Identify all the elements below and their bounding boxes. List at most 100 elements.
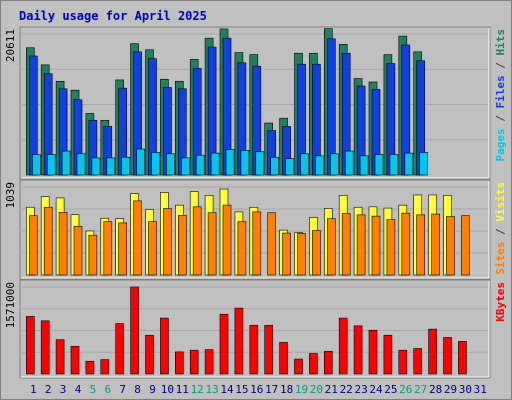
bar-sites xyxy=(222,204,232,276)
bar-sites xyxy=(416,214,426,276)
bar-pages xyxy=(389,154,399,176)
bar-kbytes xyxy=(25,316,35,375)
day-label: 15 xyxy=(235,383,248,396)
bar-pages xyxy=(136,148,145,176)
day-label: 22 xyxy=(340,383,353,396)
bar-pages xyxy=(300,153,309,176)
bar-sites xyxy=(163,208,172,276)
bar-pages xyxy=(166,153,175,176)
bar-kbytes xyxy=(175,351,184,375)
day-label: 5 xyxy=(90,383,97,396)
bar-kbytes xyxy=(413,348,423,375)
legend-part: / xyxy=(494,56,507,76)
bar-sites xyxy=(312,230,321,276)
bar-kbytes xyxy=(338,317,348,375)
bar-pages xyxy=(285,158,294,176)
bar-sites xyxy=(326,218,336,276)
legend-usage: Pages / Files / Hits xyxy=(494,29,507,162)
day-label: 8 xyxy=(134,383,141,396)
legend-part: Sites xyxy=(494,242,507,275)
bar-pages xyxy=(76,153,86,176)
bar-kbytes xyxy=(85,360,95,375)
bar-pages xyxy=(106,157,116,176)
bar-kbytes xyxy=(309,353,318,375)
bar-pages xyxy=(359,155,369,176)
bar-kbytes xyxy=(458,341,467,375)
day-label: 7 xyxy=(119,383,126,396)
bar-pages xyxy=(121,156,130,176)
bar-sites xyxy=(252,211,262,276)
bar-sites xyxy=(103,221,113,276)
bar-kbytes xyxy=(428,328,437,375)
bar-sites xyxy=(371,215,381,276)
bar-sites xyxy=(207,212,217,276)
bar-kbytes xyxy=(264,324,274,375)
bar-sites xyxy=(461,215,470,276)
day-label: 2 xyxy=(45,383,52,396)
bar-sites xyxy=(282,232,291,276)
bar-pages xyxy=(225,149,235,176)
bar-kbytes xyxy=(398,349,408,375)
day-label: 30 xyxy=(459,383,472,396)
legend-visits: Sites / Visits xyxy=(494,182,507,275)
day-label: 11 xyxy=(176,383,189,396)
legend-kbytes: KBytes xyxy=(494,282,507,322)
bar-sites xyxy=(28,215,38,276)
day-label: 31 xyxy=(474,383,487,396)
bar-pages xyxy=(61,150,71,176)
day-label: 24 xyxy=(369,383,383,396)
day-label: 6 xyxy=(104,383,111,396)
bar-pages xyxy=(374,154,384,176)
bar-kbytes xyxy=(234,307,244,375)
day-label: 3 xyxy=(60,383,67,396)
bar-kbytes xyxy=(383,334,393,375)
day-label: 19 xyxy=(295,383,308,396)
bar-kbytes xyxy=(204,349,214,375)
day-label: 4 xyxy=(75,383,82,396)
bar-sites xyxy=(148,221,157,276)
bar-kbytes xyxy=(55,339,65,375)
day-label: 16 xyxy=(250,383,263,396)
panel-visits: 1039 Sites / Visits xyxy=(4,179,507,280)
bar-sites xyxy=(237,221,247,276)
day-label: 1 xyxy=(30,383,37,396)
bar-kbytes xyxy=(115,323,124,375)
bar-pages xyxy=(151,152,160,176)
bar-kbytes xyxy=(294,358,303,375)
bar-pages xyxy=(195,154,205,176)
day-label: 20 xyxy=(310,383,323,396)
bar-sites xyxy=(341,213,351,276)
bar-kbytes xyxy=(160,317,169,375)
day-label: 18 xyxy=(280,383,293,396)
bar-sites xyxy=(267,212,277,276)
day-label: 9 xyxy=(149,383,156,396)
bar-sites xyxy=(401,212,411,276)
panel-max-label: 1039 xyxy=(4,182,17,209)
chart-title: Daily usage for April 2025 xyxy=(19,9,207,23)
chart-panels: 20611 Pages / Files / Hits 1039 Sites / Vis… xyxy=(4,26,507,379)
day-label: 29 xyxy=(444,383,457,396)
bar-sites xyxy=(386,219,396,276)
bar-kbytes xyxy=(40,320,50,375)
legend-part: KBytes xyxy=(494,282,507,322)
bar-pages xyxy=(181,157,190,176)
bar-sites xyxy=(58,212,68,276)
bar-sites xyxy=(118,222,127,276)
panel-max-label: 20611 xyxy=(4,29,17,62)
legend-part: / xyxy=(494,222,507,242)
day-label: 23 xyxy=(354,383,367,396)
bar-pages xyxy=(419,152,429,176)
bar-kbytes xyxy=(130,286,139,375)
day-label: 10 xyxy=(161,383,174,396)
legend-part: Pages xyxy=(494,128,507,161)
bar-kbytes xyxy=(70,346,80,375)
bar-pages xyxy=(91,157,101,176)
bar-kbytes xyxy=(323,350,333,375)
legend-part: Visits xyxy=(494,182,507,222)
bar-pages xyxy=(210,152,220,176)
bar-sites xyxy=(178,214,187,276)
bar-kbytes xyxy=(279,342,288,375)
panel-kbytes: 1571000 KBytes xyxy=(4,279,507,379)
